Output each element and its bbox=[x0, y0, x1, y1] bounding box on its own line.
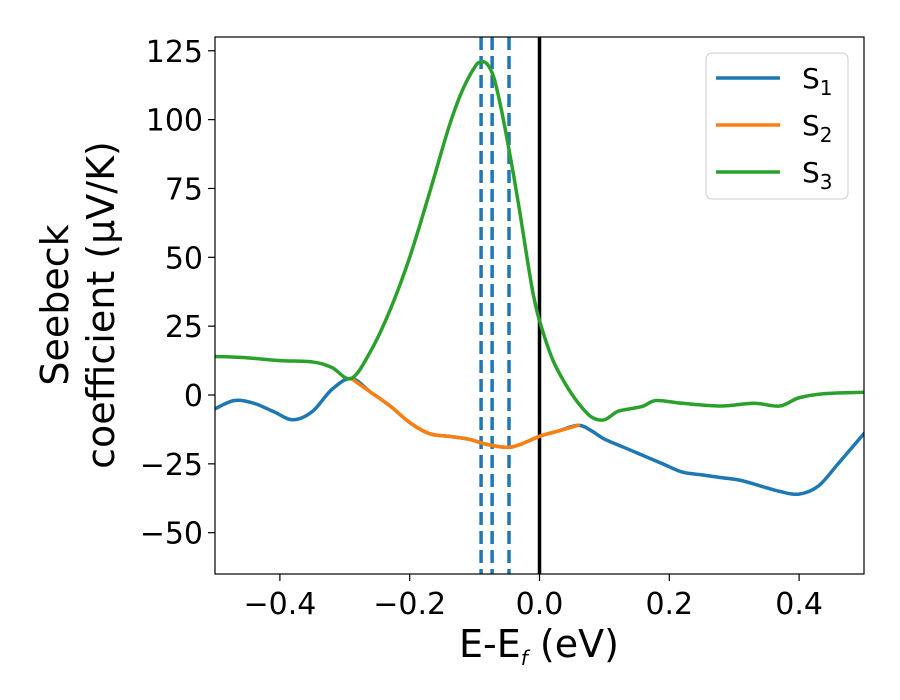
x-tick-label: 0.2 bbox=[645, 587, 693, 622]
y-tick-label: 75 bbox=[165, 172, 203, 207]
x-axis: −0.4 −0.2 0.0 0.2 0.4 bbox=[243, 574, 823, 622]
y-axis-label: Seebeck coefficient (μV/K) bbox=[33, 141, 123, 469]
series-lines bbox=[215, 59, 864, 497]
x-axis-label: E-Ef (eV) bbox=[459, 622, 619, 670]
y-tick-label: 100 bbox=[146, 104, 203, 139]
y-tick-label: 25 bbox=[165, 310, 203, 345]
x-tick-label: −0.4 bbox=[243, 587, 316, 622]
x-tick-label: 0.4 bbox=[775, 587, 823, 622]
reference-lines bbox=[479, 37, 542, 574]
y-tick-label: 125 bbox=[146, 35, 203, 70]
legend-label-s2: S2 bbox=[802, 109, 833, 147]
y-axis: −50 −25 0 25 50 75 100 125 bbox=[140, 35, 215, 552]
y-tick-label: 50 bbox=[165, 241, 203, 276]
series-line-s2 bbox=[349, 376, 581, 450]
legend-label-s1: S1 bbox=[802, 62, 833, 100]
x-tick-label: −0.2 bbox=[373, 587, 446, 622]
legend: S1 S2 S3 bbox=[705, 52, 849, 200]
y-tick-label: −50 bbox=[140, 517, 203, 552]
y-axis-label-line2: coefficient (μV/K) bbox=[79, 141, 123, 469]
x-tick-label: 0.0 bbox=[516, 587, 564, 622]
series-line-s3 bbox=[215, 59, 864, 422]
y-tick-label: −25 bbox=[140, 448, 203, 483]
legend-label-s3: S3 bbox=[802, 156, 833, 194]
y-tick-label: 0 bbox=[184, 379, 203, 414]
y-axis-label-line1: Seebeck bbox=[33, 224, 77, 385]
